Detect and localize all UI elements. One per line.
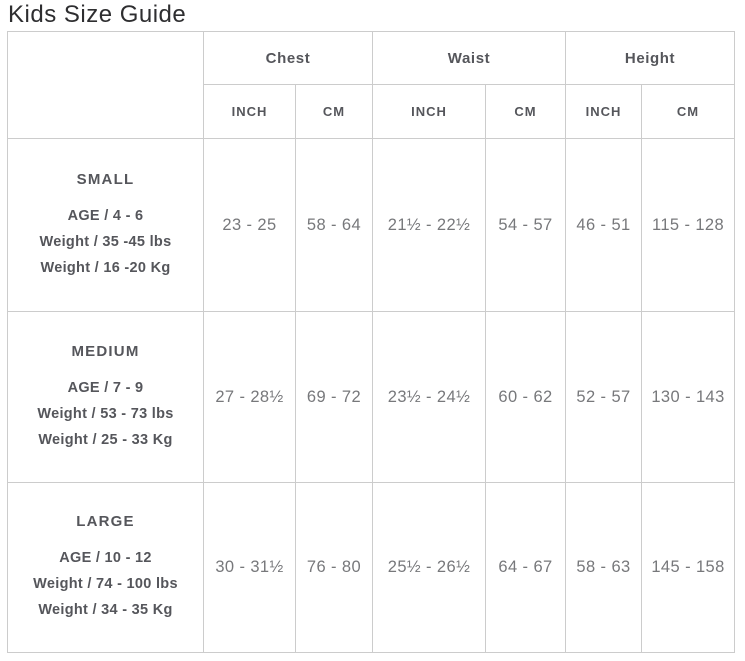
chest-inch-value: 23 - 25: [203, 138, 296, 312]
waist-cm-header: CM: [484, 84, 567, 139]
age-range: AGE / 7 - 9: [67, 379, 144, 396]
column-group-waist: Waist: [371, 31, 567, 85]
size-name: MEDIUM: [71, 342, 140, 360]
size-label-cell: MEDIUM AGE / 7 - 9 Weight / 53 - 73 lbs …: [7, 311, 204, 483]
column-group-height: Height: [565, 31, 736, 85]
height-inch-value: 52 - 57: [565, 311, 643, 483]
waist-inch-value: 23½ - 24½: [372, 311, 486, 483]
age-range: AGE / 4 - 6: [67, 207, 144, 224]
unit-header-row: INCH CM INCH CM INCH CM: [8, 84, 736, 139]
page-title: Kids Size Guide: [8, 1, 187, 28]
corner-cell: [7, 31, 204, 139]
weight-lbs: Weight / 53 - 73 lbs: [37, 405, 174, 422]
chest-cm-value: 58 - 64: [295, 138, 373, 312]
waist-inch-value: 25½ - 26½: [372, 482, 486, 653]
height-inch-value: 46 - 51: [565, 138, 643, 312]
waist-inch-header: INCH: [372, 84, 486, 139]
weight-lbs: Weight / 74 - 100 lbs: [33, 576, 178, 592]
height-cm-value: 145 - 158: [641, 482, 736, 653]
waist-cm-value: 54 - 57: [484, 138, 567, 312]
column-group-chest: Chest: [203, 31, 373, 85]
chest-cm-header: CM: [295, 84, 373, 139]
table-row-large: LARGE AGE / 10 - 12 Weight / 74 - 100 lb…: [7, 482, 736, 653]
height-inch-header: INCH: [565, 84, 643, 139]
weight-kg: Weight / 34 - 35 Kg: [38, 602, 173, 618]
height-cm-value: 115 - 128: [641, 138, 736, 312]
size-name: SMALL: [76, 170, 135, 188]
height-inch-value: 58 - 63: [565, 482, 643, 653]
weight-kg: Weight / 25 - 33 Kg: [38, 431, 173, 448]
waist-inch-value: 21½ - 22½: [372, 138, 486, 312]
chest-inch-header: INCH: [203, 84, 296, 139]
height-cm-header: CM: [641, 84, 736, 139]
measure-group-header-row: Chest Waist Height: [7, 31, 736, 139]
waist-cm-value: 64 - 67: [484, 482, 567, 653]
waist-cm-value: 60 - 62: [484, 311, 567, 483]
chest-cm-value: 76 - 80: [295, 482, 373, 653]
chest-inch-value: 27 - 28½: [203, 311, 296, 483]
height-cm-value: 130 - 143: [641, 311, 736, 483]
size-name: LARGE: [76, 513, 135, 530]
age-range: AGE / 10 - 12: [59, 550, 152, 566]
table-row-small: SMALL AGE / 4 - 6 Weight / 35 -45 lbs We…: [7, 138, 736, 312]
size-guide-table: Chest Waist Height INCH CM INCH CM INCH …: [7, 31, 736, 653]
table-row-medium: MEDIUM AGE / 7 - 9 Weight / 53 - 73 lbs …: [7, 311, 736, 483]
chest-inch-value: 30 - 31½: [203, 482, 296, 653]
chest-cm-value: 69 - 72: [295, 311, 373, 483]
size-label-cell: LARGE AGE / 10 - 12 Weight / 74 - 100 lb…: [7, 482, 204, 653]
weight-kg: Weight / 16 -20 Kg: [40, 259, 171, 276]
weight-lbs: Weight / 35 -45 lbs: [39, 233, 172, 250]
size-label-cell: SMALL AGE / 4 - 6 Weight / 35 -45 lbs We…: [7, 138, 204, 312]
